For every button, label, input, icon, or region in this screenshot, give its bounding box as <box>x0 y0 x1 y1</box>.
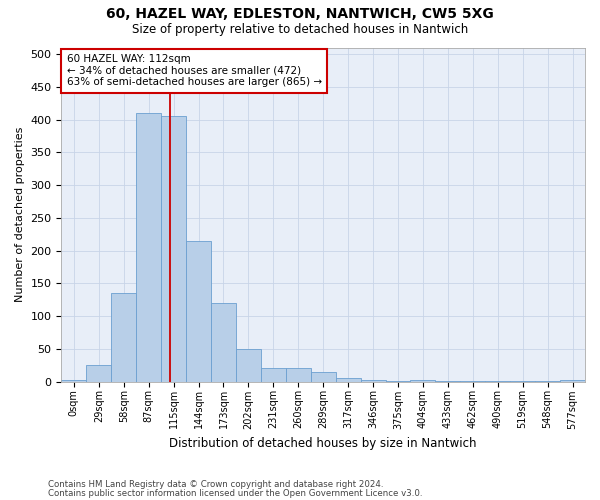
Bar <box>236 349 261 382</box>
Text: Size of property relative to detached houses in Nantwich: Size of property relative to detached ho… <box>132 22 468 36</box>
Y-axis label: Number of detached properties: Number of detached properties <box>15 127 25 302</box>
Bar <box>286 368 311 382</box>
Bar <box>460 381 485 382</box>
Bar <box>111 293 136 382</box>
Bar <box>161 116 186 382</box>
Bar <box>261 368 286 382</box>
Text: Contains HM Land Registry data © Crown copyright and database right 2024.: Contains HM Land Registry data © Crown c… <box>48 480 383 489</box>
Bar <box>485 381 510 382</box>
Text: Contains public sector information licensed under the Open Government Licence v3: Contains public sector information licen… <box>48 489 422 498</box>
Bar <box>436 381 460 382</box>
Bar <box>386 381 410 382</box>
Bar <box>211 303 236 382</box>
Bar <box>361 380 386 382</box>
Bar <box>136 113 161 382</box>
Bar <box>311 372 335 382</box>
Bar <box>510 381 535 382</box>
Bar <box>335 378 361 382</box>
Bar <box>186 240 211 382</box>
Bar <box>410 380 436 382</box>
Bar <box>535 381 560 382</box>
X-axis label: Distribution of detached houses by size in Nantwich: Distribution of detached houses by size … <box>169 437 477 450</box>
Bar <box>86 365 111 382</box>
Bar <box>560 380 585 382</box>
Text: 60 HAZEL WAY: 112sqm
← 34% of detached houses are smaller (472)
63% of semi-deta: 60 HAZEL WAY: 112sqm ← 34% of detached h… <box>67 54 322 88</box>
Text: 60, HAZEL WAY, EDLESTON, NANTWICH, CW5 5XG: 60, HAZEL WAY, EDLESTON, NANTWICH, CW5 5… <box>106 8 494 22</box>
Bar <box>61 380 86 382</box>
